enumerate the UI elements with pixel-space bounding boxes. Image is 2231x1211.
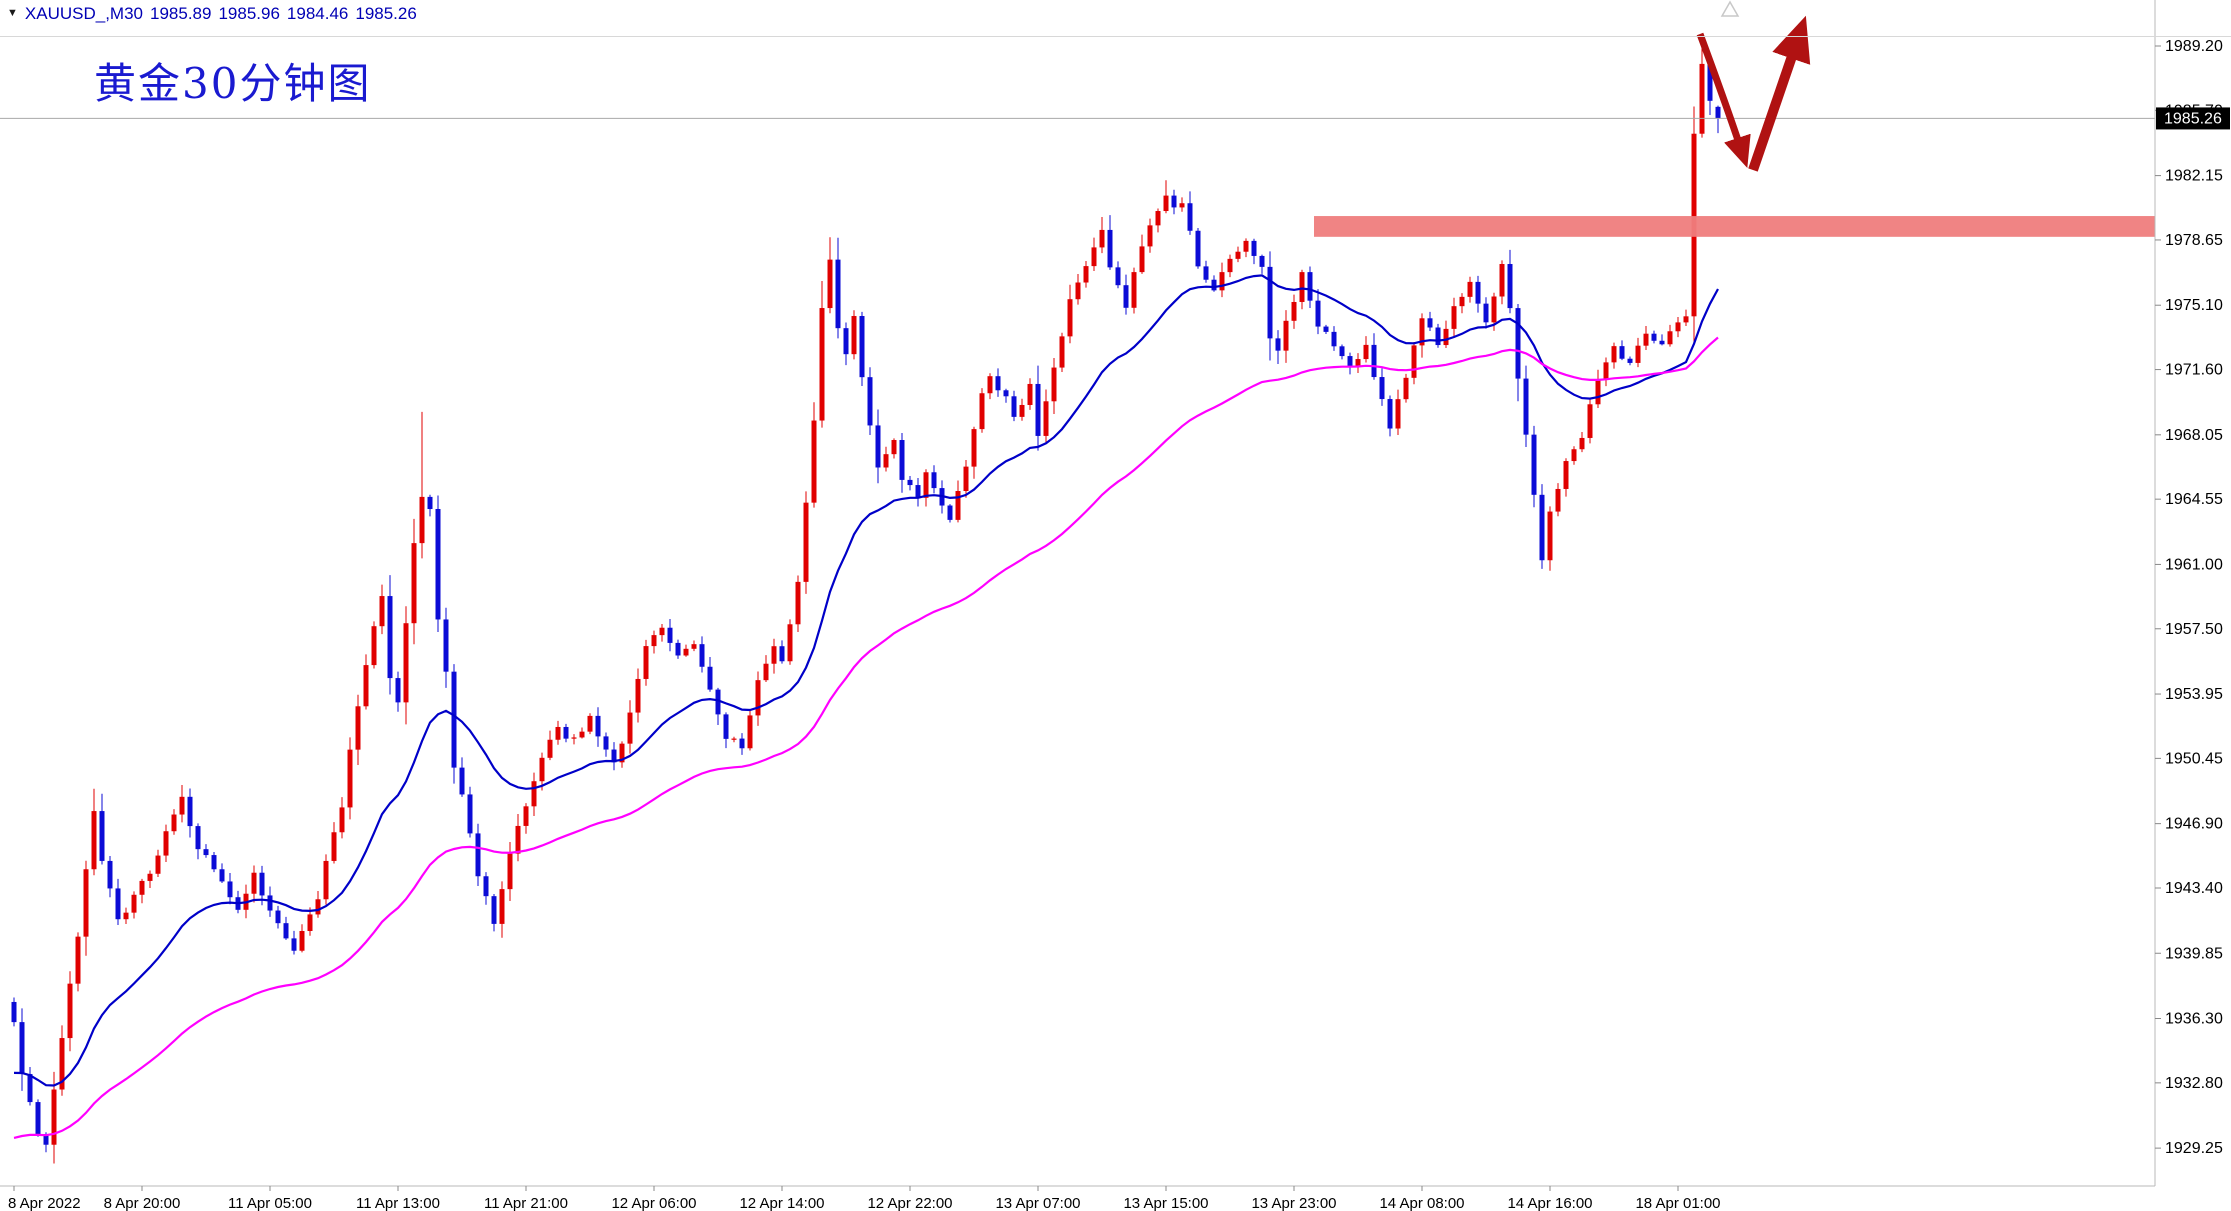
ma-slow-magenta-line (13, 336, 1719, 1139)
price-tick-label: 1971.60 (2165, 362, 2223, 379)
time-tick-label: 12 Apr 14:00 (739, 1195, 824, 1211)
time-tick-label: 11 Apr 05:00 (228, 1195, 312, 1211)
price-tick-label: 1989.20 (2165, 38, 2223, 55)
price-tick-label: 1936.30 (2165, 1011, 2223, 1028)
time-tick-label: 11 Apr 13:00 (356, 1195, 440, 1211)
quote-high: 1985.96 (218, 4, 280, 23)
ma-fast-blue-line (13, 274, 1719, 1087)
quote-bar: ▼ XAUUSD_,M30 1985.89 1985.96 1984.46 19… (7, 4, 417, 24)
price-tick-label: 1929.25 (2165, 1140, 2223, 1157)
trend-arrow-annotation[interactable] (1696, 0, 1811, 172)
quote-open: 1985.89 (150, 4, 212, 23)
quote-close: 1985.26 (355, 4, 417, 23)
current-price-label: 1985.26 (2164, 110, 2222, 127)
time-tick-label: 8 Apr 2022 (8, 1195, 81, 1211)
quote-low: 1984.46 (286, 4, 349, 23)
price-tick-label: 1961.00 (2165, 556, 2223, 573)
price-tick-label: 1982.15 (2165, 168, 2223, 185)
price-axis[interactable]: 1989.201985.701982.151978.651975.101971.… (2154, 0, 2223, 1186)
price-tick-label: 1943.40 (2165, 880, 2223, 897)
time-tick-label: 13 Apr 07:00 (995, 1195, 1080, 1211)
current-price-box: 1985.26 (2156, 107, 2230, 130)
time-tick-label: 12 Apr 22:00 (867, 1195, 952, 1211)
object-anchor-marker (1720, 0, 1740, 17)
symbol-dropdown-icon[interactable]: ▼ (7, 7, 18, 19)
time-tick-label: 8 Apr 20:00 (104, 1195, 181, 1211)
time-tick-label: 14 Apr 08:00 (1379, 1195, 1464, 1211)
time-tick-label: 13 Apr 15:00 (1123, 1195, 1208, 1211)
header-separator (0, 36, 2231, 37)
resistance-band[interactable] (1314, 216, 2155, 237)
price-tick-label: 1953.95 (2165, 686, 2223, 703)
price-tick-label: 1932.80 (2165, 1075, 2223, 1092)
candles-series (11, 41, 1721, 1164)
price-tick-label: 1957.50 (2165, 621, 2223, 638)
price-tick-label: 1950.45 (2165, 750, 2223, 767)
price-tick-label: 1975.10 (2165, 297, 2223, 314)
symbol-timeframe-label[interactable]: XAUUSD_,M30 (24, 4, 143, 23)
time-axis[interactable]: 8 Apr 2022 8 Apr 20:00 11 Apr 05:00 11 Apr … (0, 1185, 2155, 1211)
price-tick-label: 1978.65 (2165, 232, 2223, 249)
time-tick-label: 13 Apr 23:00 (1251, 1195, 1336, 1211)
time-tick-label: 14 Apr 16:00 (1507, 1195, 1592, 1211)
price-tick-label: 1968.05 (2165, 427, 2223, 444)
time-tick-label: 12 Apr 06:00 (611, 1195, 696, 1211)
price-tick-label: 1946.90 (2165, 816, 2223, 833)
time-tick-label: 18 Apr 01:00 (1635, 1195, 1720, 1211)
chart-title: 黄金30分钟图 (94, 59, 372, 108)
price-tick-label: 1939.85 (2165, 945, 2223, 962)
price-tick-label: 1964.55 (2165, 491, 2223, 508)
time-tick-label: 11 Apr 21:00 (484, 1195, 568, 1211)
